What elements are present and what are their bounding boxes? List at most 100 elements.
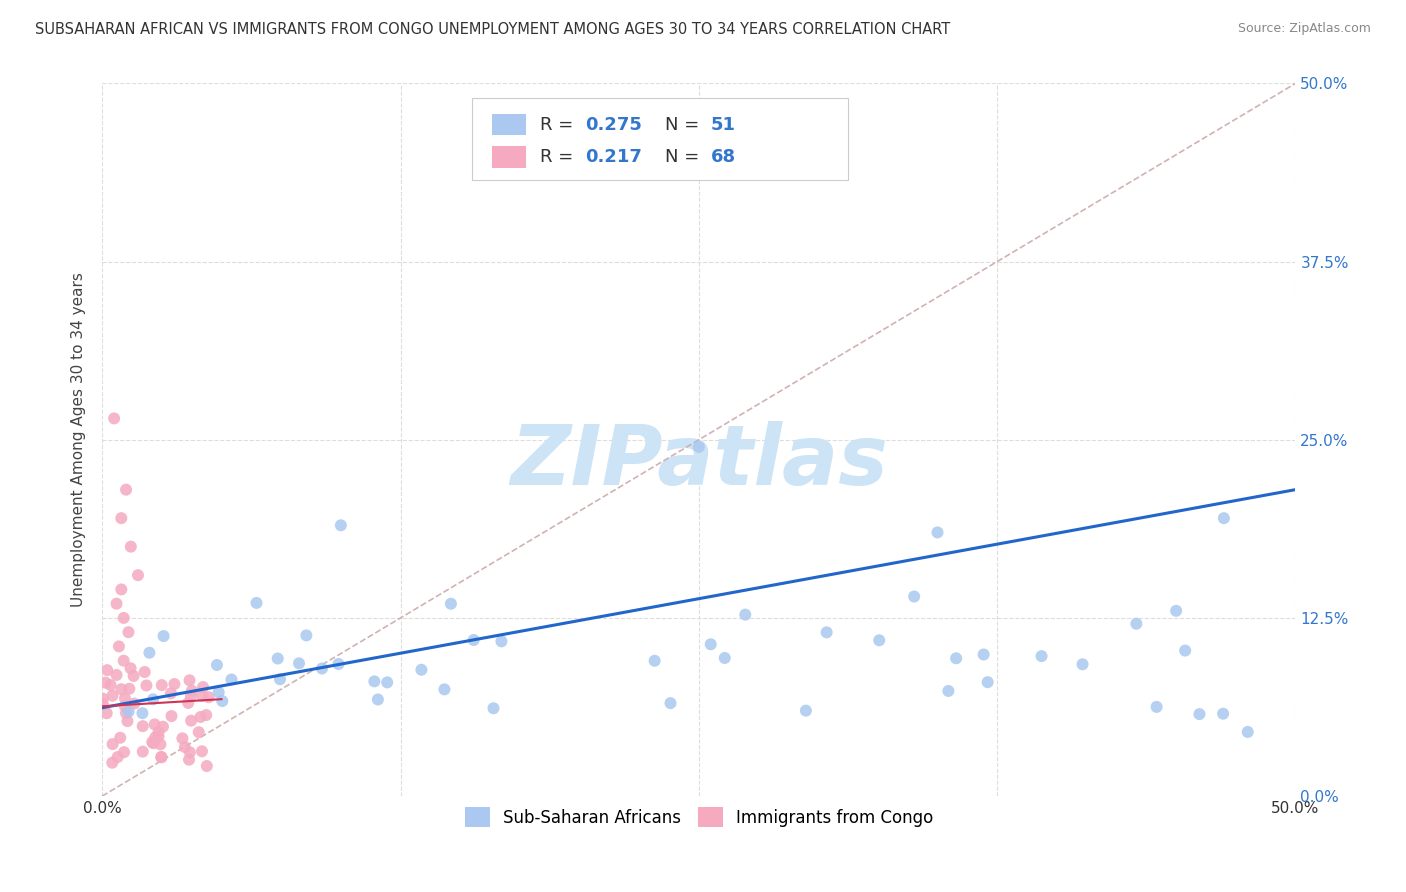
Point — [142, 736, 165, 750]
Point — [110, 582, 132, 597]
Point — [177, 696, 200, 710]
Point — [91, 691, 114, 706]
Point — [191, 744, 214, 758]
Point — [1174, 643, 1197, 657]
Point — [115, 483, 138, 497]
Point — [160, 686, 183, 700]
Point — [328, 657, 350, 671]
Point — [938, 684, 960, 698]
Point — [150, 678, 173, 692]
Point — [117, 714, 139, 728]
Text: 68: 68 — [711, 148, 735, 166]
Point — [94, 675, 117, 690]
Point — [105, 597, 128, 611]
Point — [644, 654, 666, 668]
Point — [114, 699, 136, 714]
Point — [107, 750, 129, 764]
Text: SUBSAHARAN AFRICAN VS IMMIGRANTS FROM CONGO UNEMPLOYMENT AMONG AGES 30 TO 34 YEA: SUBSAHARAN AFRICAN VS IMMIGRANTS FROM CO… — [35, 22, 950, 37]
Point — [91, 697, 114, 711]
Point — [1071, 657, 1094, 672]
Point — [295, 628, 318, 642]
Point — [440, 597, 463, 611]
Text: R =: R = — [540, 116, 579, 134]
Point — [134, 665, 156, 679]
Point — [267, 651, 290, 665]
Point — [149, 737, 172, 751]
Point — [375, 675, 398, 690]
Point — [120, 661, 142, 675]
Point — [118, 681, 141, 696]
Point — [173, 740, 195, 755]
Point — [103, 411, 125, 425]
Point — [180, 714, 202, 728]
Point — [195, 708, 218, 723]
Point — [208, 685, 231, 699]
Point — [269, 672, 291, 686]
Point — [191, 689, 214, 703]
Point — [945, 651, 967, 665]
Point — [1125, 616, 1147, 631]
Point — [101, 737, 124, 751]
Point — [211, 694, 233, 708]
Text: ZIPatlas: ZIPatlas — [510, 421, 887, 501]
Point — [288, 657, 311, 671]
Point — [688, 440, 710, 454]
Point — [112, 745, 135, 759]
Point — [734, 607, 756, 622]
Point — [152, 720, 174, 734]
Text: 0.275: 0.275 — [585, 116, 643, 134]
Text: Source: ZipAtlas.com: Source: ZipAtlas.com — [1237, 22, 1371, 36]
Point — [160, 709, 183, 723]
Point — [221, 673, 243, 687]
Point — [112, 611, 135, 625]
Point — [659, 696, 682, 710]
Point — [122, 669, 145, 683]
Legend: Sub-Saharan Africans, Immigrants from Congo: Sub-Saharan Africans, Immigrants from Co… — [458, 800, 939, 834]
Text: N =: N = — [665, 116, 706, 134]
Point — [1146, 699, 1168, 714]
Point — [112, 654, 135, 668]
Point — [172, 731, 194, 746]
Point — [110, 682, 132, 697]
Point — [150, 750, 173, 764]
Point — [973, 648, 995, 662]
Point — [903, 590, 925, 604]
Point — [205, 658, 228, 673]
Point — [132, 719, 155, 733]
Point — [141, 735, 163, 749]
Point — [131, 706, 153, 721]
Point — [96, 706, 118, 721]
Point — [148, 725, 170, 739]
Point — [976, 675, 998, 690]
Point — [868, 633, 890, 648]
Point — [433, 682, 456, 697]
Point — [187, 725, 209, 739]
Point — [114, 691, 136, 706]
Point — [794, 704, 817, 718]
Point — [117, 705, 139, 719]
Point — [143, 731, 166, 745]
Text: 0.217: 0.217 — [585, 148, 643, 166]
Point — [122, 697, 145, 711]
Point — [1236, 725, 1258, 739]
Point — [713, 651, 735, 665]
Point — [927, 525, 949, 540]
Point — [138, 646, 160, 660]
Point — [1166, 604, 1188, 618]
FancyBboxPatch shape — [472, 98, 848, 179]
Point — [101, 689, 124, 703]
Point — [96, 663, 118, 677]
Point — [177, 753, 200, 767]
Point — [101, 756, 124, 770]
Point — [367, 692, 389, 706]
Point — [1031, 649, 1053, 664]
Point — [179, 745, 201, 759]
Y-axis label: Unemployment Among Ages 30 to 34 years: Unemployment Among Ages 30 to 34 years — [72, 272, 86, 607]
Point — [179, 673, 201, 688]
Point — [150, 750, 173, 764]
Point — [142, 692, 165, 706]
Point — [143, 717, 166, 731]
Point — [127, 568, 149, 582]
Point — [463, 632, 485, 647]
Point — [108, 640, 131, 654]
